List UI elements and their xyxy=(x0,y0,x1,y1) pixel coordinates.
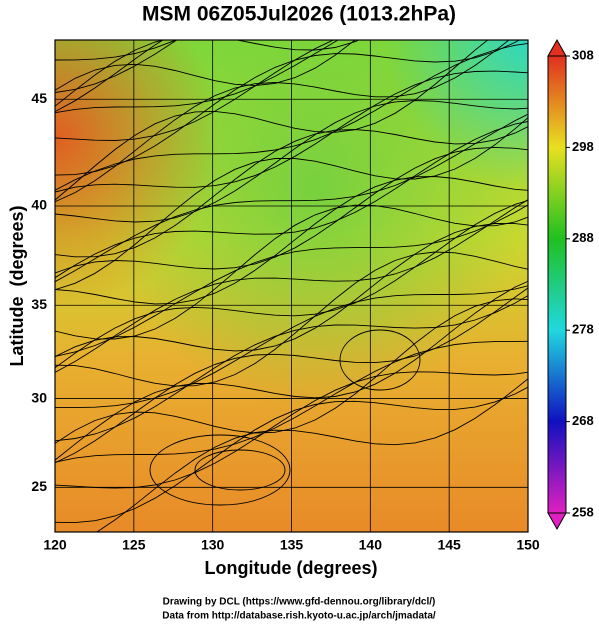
colorbar-tick-label: 278 xyxy=(572,322,594,337)
y-tick-label: 35 xyxy=(31,296,47,312)
colorbar-tick-label: 268 xyxy=(572,413,594,428)
y-tick-label: 25 xyxy=(31,478,47,494)
colorbar-tick-label: 298 xyxy=(572,139,594,154)
footer-line: Drawing by DCL (https://www.gfd-dennou.o… xyxy=(163,597,436,608)
streamline xyxy=(55,295,528,442)
y-axis-label: Latitude (degrees) xyxy=(7,205,27,366)
streamline xyxy=(194,449,286,491)
colorbar-cap xyxy=(547,38,567,57)
streamline xyxy=(55,285,528,409)
streamline xyxy=(55,251,528,387)
streamline xyxy=(55,223,528,358)
streamline xyxy=(55,40,339,114)
streamline xyxy=(55,40,178,93)
streamline xyxy=(149,434,291,506)
streamline xyxy=(55,199,528,369)
streamline xyxy=(55,100,528,223)
x-tick-label: 140 xyxy=(359,537,383,553)
title: MSM 06Z05Jul2026 (1013.2hPa) xyxy=(142,3,456,26)
streamline xyxy=(55,70,528,193)
streamline xyxy=(55,40,510,203)
streamline xyxy=(55,40,360,107)
x-tick-label: 130 xyxy=(201,537,225,553)
x-tick-label: 145 xyxy=(437,537,461,553)
colorbar-cap xyxy=(547,512,567,531)
x-tick-label: 150 xyxy=(516,537,540,553)
streamline xyxy=(55,199,528,373)
streamline xyxy=(339,329,421,391)
x-tick-label: 135 xyxy=(280,537,304,553)
streamline xyxy=(55,146,528,274)
streamline xyxy=(55,121,528,279)
y-tick-label: 30 xyxy=(31,389,47,405)
streamline xyxy=(55,204,528,340)
x-tick-label: 125 xyxy=(122,537,146,553)
colorbar-tick-label: 258 xyxy=(572,504,594,519)
x-axis-label: Longitude (degrees) xyxy=(204,558,377,578)
streamline xyxy=(55,176,528,305)
x-tick-label: 120 xyxy=(43,537,67,553)
footer-line: Data from http://database.rish.kyoto-u.a… xyxy=(162,611,436,622)
streamline xyxy=(55,40,521,176)
streamline xyxy=(55,280,528,461)
streamline xyxy=(55,40,164,112)
streamline xyxy=(55,126,528,258)
colorbar-tick-label: 308 xyxy=(572,47,594,62)
streamline xyxy=(55,340,528,463)
streamline xyxy=(55,287,528,464)
plot-frame xyxy=(54,39,529,533)
y-tick-label: 40 xyxy=(31,197,47,213)
colorbar xyxy=(547,55,567,514)
streamline xyxy=(55,298,528,444)
streamline xyxy=(96,378,528,532)
streamline xyxy=(55,43,528,191)
colorbar-tick-label: 288 xyxy=(572,230,594,245)
streamline xyxy=(55,386,528,524)
streamlines xyxy=(55,40,528,532)
streamline xyxy=(55,113,528,283)
streamline xyxy=(55,40,177,61)
streamline xyxy=(55,40,489,201)
streamline xyxy=(55,40,356,91)
streamline xyxy=(55,117,528,291)
y-tick-label: 45 xyxy=(31,90,47,106)
